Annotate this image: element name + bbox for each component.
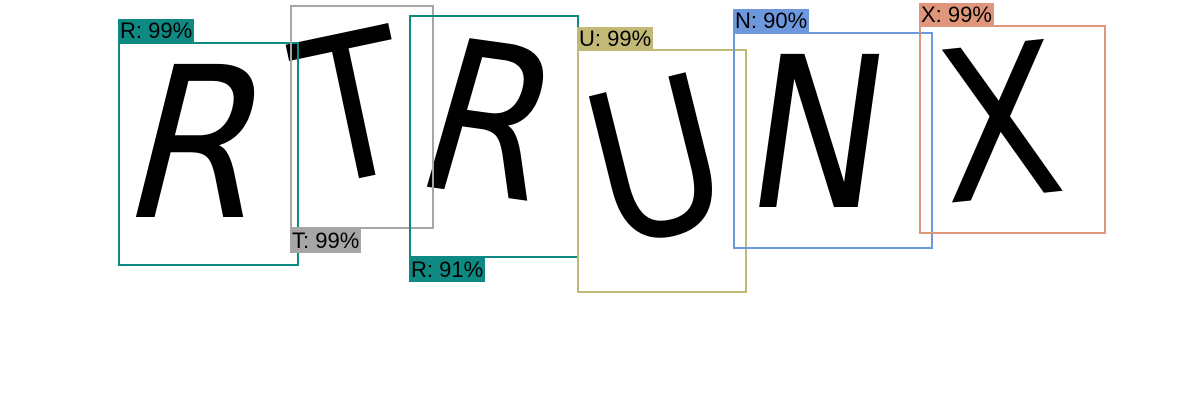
detection-label-n: N: 90% — [733, 8, 810, 33]
detection-box-t — [290, 5, 434, 229]
detection-label-t: T: 99% — [290, 228, 362, 253]
detection-box-u — [577, 49, 747, 293]
detection-box-n — [733, 32, 933, 249]
detection-label-r-1: R: 99% — [118, 18, 195, 43]
detection-box-r-1 — [118, 42, 299, 266]
detection-box-r-2 — [409, 15, 579, 258]
detection-label-u: U: 99% — [577, 26, 654, 51]
detection-label-r-2: R: 91% — [409, 257, 486, 282]
detection-box-x — [919, 25, 1106, 234]
detection-label-x: X: 99% — [919, 2, 994, 27]
